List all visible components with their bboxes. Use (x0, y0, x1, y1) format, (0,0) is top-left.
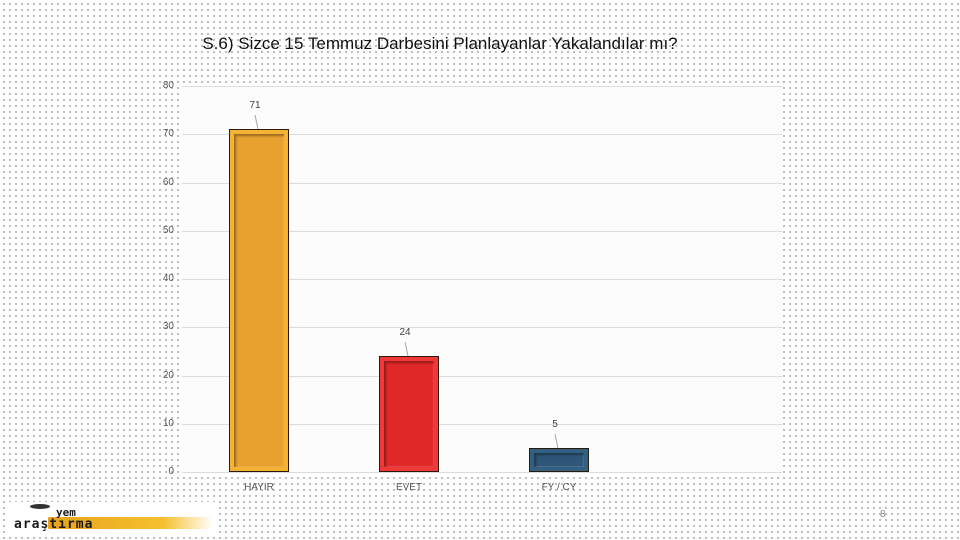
y-tick-label: 20 (162, 369, 174, 381)
page-number: 8 (880, 509, 886, 520)
x-tick-label: HAYIR (244, 482, 274, 493)
gridline (182, 182, 782, 184)
y-tick-label: 70 (162, 128, 174, 140)
bar-bevel (384, 361, 434, 467)
y-tick-label: 50 (162, 224, 174, 236)
data-label: 24 (399, 327, 411, 339)
gridline (182, 375, 782, 377)
gridline (182, 423, 782, 425)
plot-area: 71 24 5 (182, 86, 782, 473)
gridline (182, 86, 782, 87)
y-tick-label: 80 (162, 80, 174, 91)
x-tick-label: EVET (395, 482, 423, 493)
y-tick-label: 60 (162, 176, 174, 188)
data-label: 71 (249, 100, 261, 112)
bar-fy-cy (529, 447, 589, 472)
gridline (182, 279, 782, 280)
bar-bevel (234, 134, 284, 467)
data-label-leader (404, 342, 409, 357)
y-tick-label: 30 (162, 321, 174, 333)
gridline (182, 472, 782, 473)
y-tick-label: 0 (168, 466, 174, 477)
data-label: 5 (552, 418, 558, 430)
chart-title: S.6) Sizce 15 Temmuz Darbesini Planlayan… (202, 34, 678, 53)
gridline (182, 134, 782, 136)
y-tick-label: 10 (162, 417, 174, 429)
logo-text-top: yem (56, 506, 76, 519)
data-label-leader (554, 433, 559, 448)
x-tick-label: FY / CY (541, 482, 577, 493)
logo-i-dot (30, 504, 50, 509)
bar-hayir (229, 129, 289, 472)
y-tick-label: 40 (162, 273, 174, 284)
bar-evet (379, 356, 439, 472)
logo-brush-stroke (48, 517, 213, 529)
gridline (182, 230, 782, 232)
logo-text-bottom: araştırma (14, 517, 94, 532)
data-label-leader (254, 115, 259, 130)
gridline (182, 327, 782, 329)
bar-bevel (534, 452, 584, 467)
company-logo: yem araştırma (8, 502, 216, 536)
